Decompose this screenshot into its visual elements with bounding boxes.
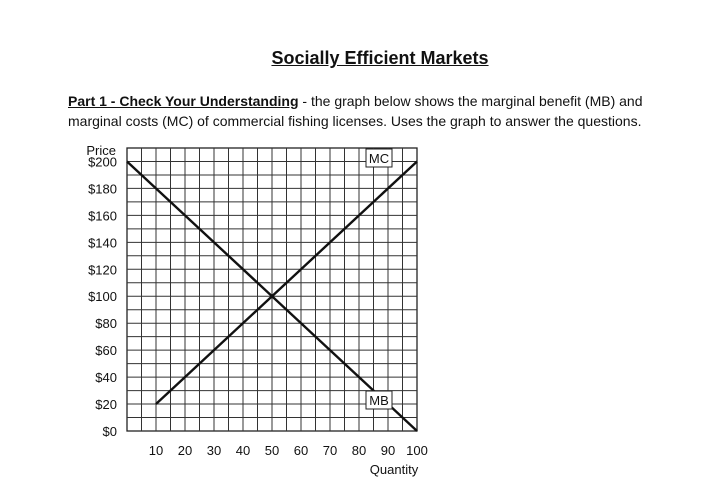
- y-tick-label: $80: [95, 316, 117, 331]
- y-tick-label: $0: [103, 424, 117, 439]
- x-tick-label: 80: [352, 443, 366, 458]
- y-tick-label: $180: [88, 181, 117, 196]
- y-tick-label: $20: [95, 397, 117, 412]
- chart-labels: $0 $20 $40 $60 $80 $100 $120 $140 $160 $180 $200 10…: [88, 148, 428, 458]
- chart-lines: [126, 160, 418, 432]
- series-label-box: [365, 390, 393, 410]
- x-tick-label: 50: [265, 443, 279, 458]
- x-tick-label: 10: [149, 443, 163, 458]
- series-label-text: MB: [369, 393, 389, 408]
- intro-text-line1: - the graph below shows the marginal ben…: [298, 93, 643, 109]
- x-tick-label: 100: [406, 443, 428, 458]
- series-label-mb: MB: [365, 390, 393, 410]
- series-label-text: MC: [369, 151, 389, 166]
- y-axis-label: Price: [86, 143, 116, 158]
- y-tick-label: $160: [88, 208, 117, 223]
- series-line-mc: [155, 160, 418, 405]
- y-tick-label: $40: [95, 370, 117, 385]
- x-tick-label: 20: [178, 443, 192, 458]
- y-tick-label: $60: [95, 343, 117, 358]
- part-heading: Part 1 - Check Your Understanding: [68, 93, 299, 109]
- page-title: Socially Efficient Markets: [271, 48, 489, 68]
- intro-paragraph: Part 1 - Check Your Understanding - the …: [68, 91, 688, 131]
- y-tick-label: $120: [88, 262, 117, 277]
- x-tick-label: 70: [323, 443, 337, 458]
- x-axis-label: Quantity: [370, 462, 419, 477]
- intro-text-line2: marginal costs (MC) of commercial fishin…: [68, 113, 642, 129]
- y-tick-label: $200: [88, 154, 117, 169]
- x-tick-label: 30: [207, 443, 221, 458]
- y-tick-label: $100: [88, 289, 117, 304]
- series-label-box: [365, 148, 393, 168]
- series-label-mc: MC: [365, 148, 393, 168]
- x-tick-label: 60: [294, 443, 308, 458]
- series-line-mb: [126, 160, 418, 432]
- x-tick-label: 40: [236, 443, 250, 458]
- chart-grid: [126, 147, 418, 432]
- y-tick-label: $140: [88, 235, 117, 250]
- x-tick-label: 90: [381, 443, 395, 458]
